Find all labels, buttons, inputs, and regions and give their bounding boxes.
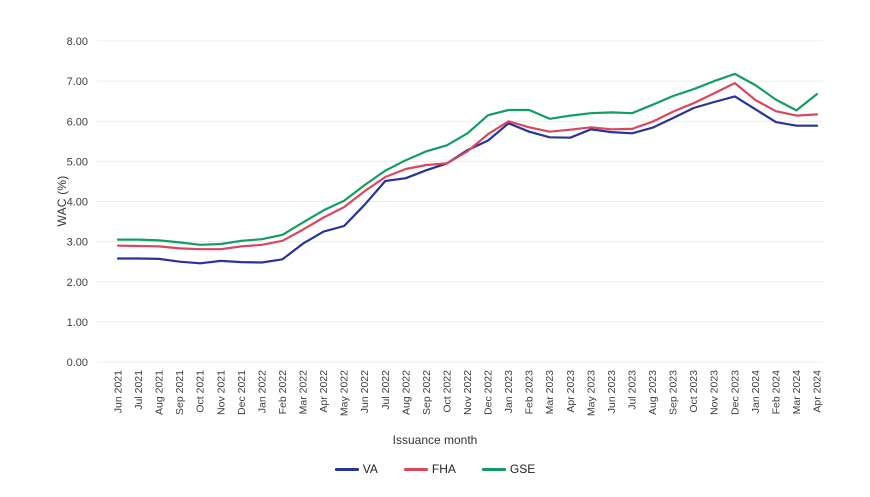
- legend-label-va: VA: [362, 462, 378, 476]
- x-tick-label: Oct 2022: [441, 370, 453, 413]
- x-tick-label: Dec 2021: [236, 370, 248, 415]
- x-tick-label: Mar 2024: [791, 370, 803, 415]
- x-axis-title: Issuance month: [392, 433, 478, 447]
- x-tick-label: Jan 2022: [256, 370, 268, 413]
- x-tick-label: Feb 2023: [524, 370, 536, 415]
- x-tick-label: Jul 2023: [626, 370, 638, 410]
- x-tick-label: Aug 2023: [647, 370, 659, 415]
- x-tick-label: Feb 2022: [277, 370, 289, 415]
- legend-item-va: VA: [334, 462, 378, 476]
- x-tick-label: Feb 2024: [770, 370, 782, 415]
- x-tick-label: Jun 2023: [606, 370, 618, 413]
- y-axis-title: WAC (%): [55, 175, 69, 227]
- y-tick-label: 3.00: [67, 237, 88, 249]
- y-tick-label: 6.00: [67, 116, 88, 128]
- y-tick-label: 4.00: [67, 197, 88, 209]
- x-tick-label: Nov 2022: [462, 370, 474, 415]
- x-tick-label: Sep 2022: [421, 370, 433, 415]
- legend-swatch-gse: [481, 467, 506, 471]
- series-line-fha: [116, 81, 819, 251]
- legend-label-fha: FHA: [431, 462, 456, 476]
- x-tick-label: Jun 2022: [359, 370, 371, 413]
- x-tick-label: Dec 2023: [729, 370, 741, 415]
- x-tick-label: Jul 2022: [380, 370, 392, 410]
- y-tick-label: 1.00: [67, 317, 88, 329]
- x-tick-label: Sep 2023: [668, 370, 680, 415]
- x-tick-label: Dec 2022: [483, 370, 495, 415]
- x-tick-label: Oct 2021: [195, 370, 207, 413]
- legend-item-fha: FHA: [403, 462, 456, 476]
- x-tick-label: Nov 2021: [215, 370, 227, 415]
- x-tick-label: Aug 2022: [400, 370, 412, 415]
- x-tick-label: Mar 2022: [298, 370, 310, 415]
- x-tick-label: Apr 2023: [565, 370, 577, 413]
- y-tick-label: 0.00: [67, 357, 88, 369]
- x-tick-label: Jan 2023: [503, 370, 515, 413]
- x-tick-label: Oct 2023: [688, 370, 700, 413]
- x-tick-label: Aug 2021: [154, 370, 166, 415]
- legend-label-gse: GSE: [509, 462, 536, 476]
- x-tick-label: Mar 2023: [544, 370, 556, 415]
- legend: VA FHA GSE: [0, 462, 870, 476]
- x-tick-label: Sep 2021: [174, 370, 186, 415]
- x-tick-label: Apr 2024: [812, 370, 824, 413]
- series-line-gse: [116, 72, 819, 246]
- legend-swatch-va: [334, 467, 359, 471]
- x-tick-label: Jul 2021: [133, 370, 145, 410]
- legend-swatch-fha: [403, 467, 428, 471]
- x-tick-label: Nov 2023: [709, 370, 721, 415]
- x-tick-label: Jan 2024: [750, 370, 762, 413]
- y-tick-label: 2.00: [67, 277, 88, 289]
- x-tick-label: Jun 2021: [113, 370, 125, 413]
- legend-item-gse: GSE: [481, 462, 536, 476]
- x-tick-label: May 2023: [585, 370, 597, 416]
- y-tick-label: 8.00: [67, 36, 88, 48]
- x-tick-label: Apr 2022: [318, 370, 330, 413]
- x-tick-label: May 2022: [339, 370, 351, 416]
- y-tick-label: 5.00: [67, 156, 88, 168]
- y-tick-label: 7.00: [67, 76, 88, 88]
